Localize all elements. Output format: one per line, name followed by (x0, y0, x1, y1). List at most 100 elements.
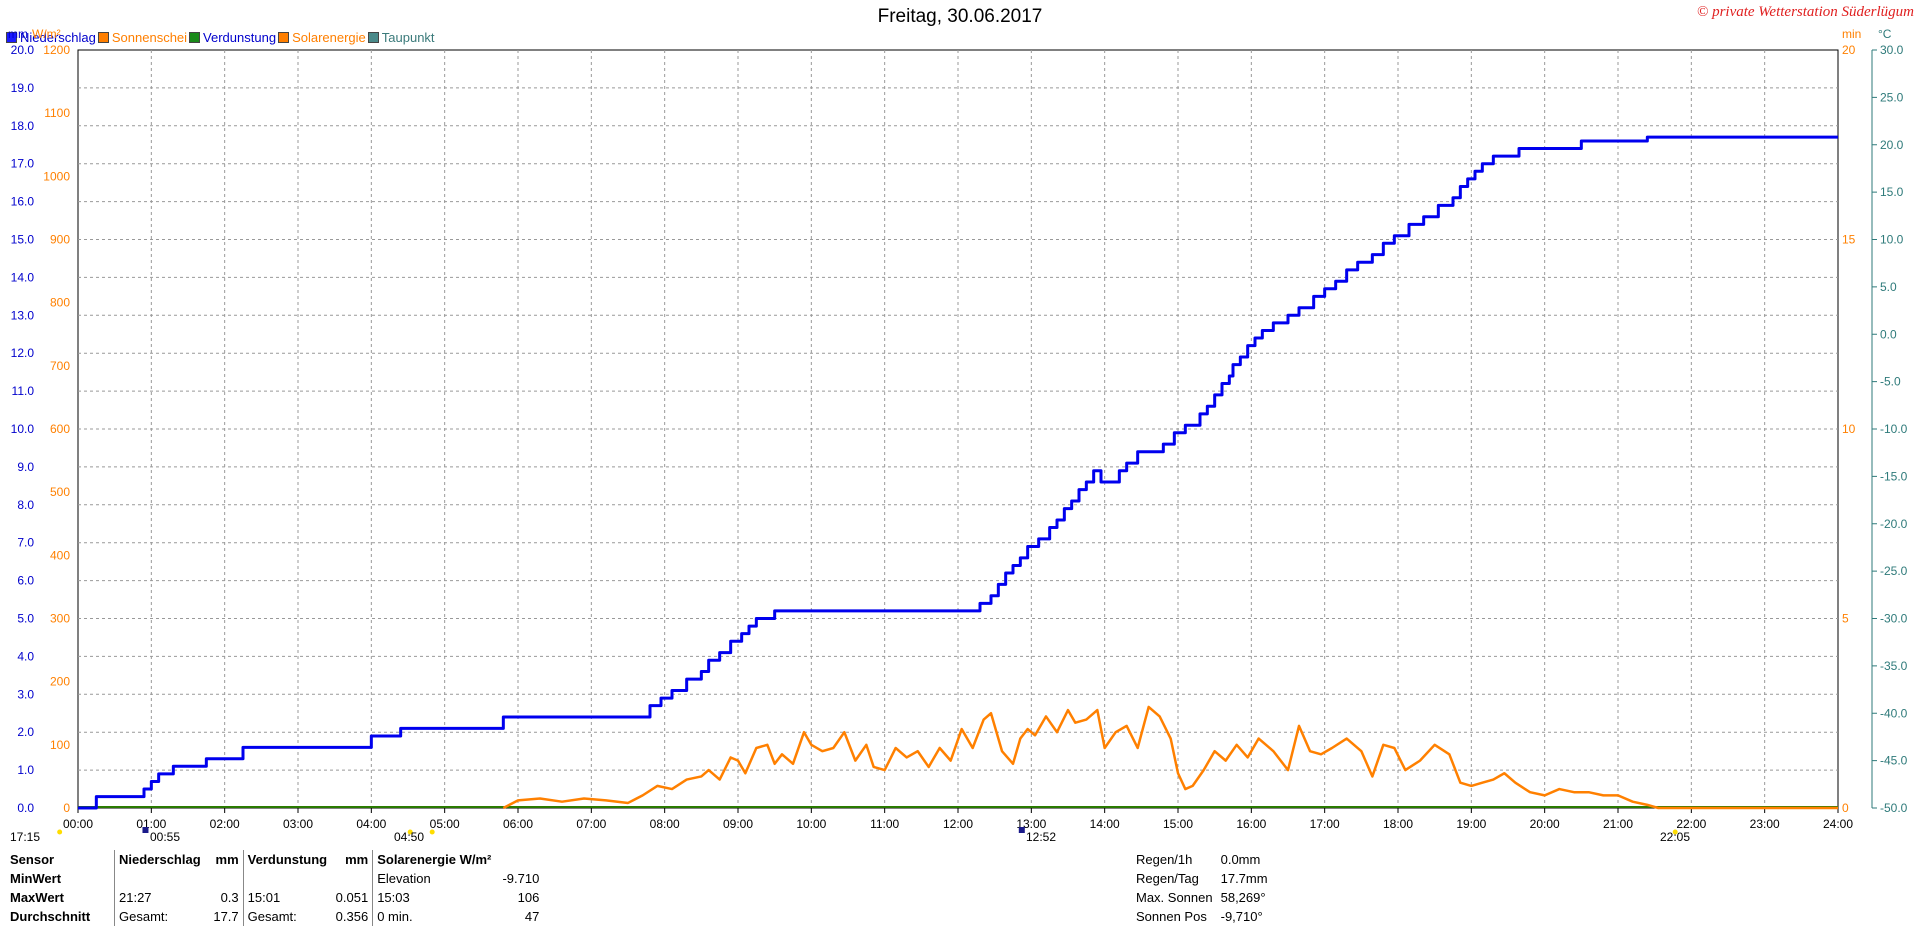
stats-cell: Durchschnitt (10, 909, 91, 924)
unit-label-min: min (1842, 27, 1861, 41)
stats-cell: 0.051 (335, 890, 369, 905)
stats-cell: 47 (524, 909, 540, 924)
legend-label-verdunstung: Verdunstung (203, 30, 277, 45)
y-tick-label-mm: 9.0 (17, 460, 34, 474)
y-tick-label-wm2: 0 (63, 801, 70, 815)
x-tick-label: 03:00 (283, 817, 313, 831)
chart-title: Freitag, 30.06.2017 (877, 6, 1043, 27)
stats-cell (242, 869, 332, 888)
y-tick-label-min: 5 (1842, 612, 1849, 626)
legend-item-sonnenschein[interactable]: Sonnenschei (97, 30, 187, 45)
x-tick-label: 06:00 (503, 817, 533, 831)
y-tick-label-wm2: 900 (50, 233, 70, 247)
stats-cell: 17.7 (213, 909, 239, 924)
stats-header-solar-val (495, 850, 543, 869)
legend-label-solarenergie: Solarenergie (292, 30, 366, 45)
x-tick-label: 15:00 (1163, 817, 1193, 831)
y-tick-label-min: 10 (1842, 422, 1856, 436)
unit-label-degc: °C (1878, 27, 1892, 41)
legend-item-solarenergie[interactable]: Solarenergie (278, 30, 366, 45)
y-tick-label-wm2: 200 (50, 675, 70, 689)
legend-swatch-taupunkt (367, 32, 379, 43)
legend-item-taupunkt[interactable]: Taupunkt (367, 30, 435, 45)
y-tick-label-degc: 15.0 (1880, 185, 1904, 199)
y-tick-label-mm: 1.0 (17, 763, 34, 777)
stats-cell: MaxWert (10, 890, 64, 905)
legend-swatch-solarenergie (278, 32, 290, 43)
x-tick-label: 12:00 (943, 817, 973, 831)
y-tick-label-wm2: 600 (50, 422, 70, 436)
stats-header-mm1: mm (215, 852, 239, 867)
marker-noon: 12:52 (1026, 830, 1057, 844)
y-tick-label-wm2: 400 (50, 548, 70, 562)
stats-cell: 15:03 (372, 888, 496, 907)
x-tick-label: 17:00 (1310, 817, 1340, 831)
stats-cell: Gesamt: (242, 907, 332, 926)
stats-cell (205, 869, 244, 888)
y-tick-label-degc: -40.0 (1880, 706, 1908, 720)
sun-marker (407, 829, 413, 835)
y-tick-label-degc: -30.0 (1880, 612, 1908, 626)
stats-header-verdunstung: Verdunstung (242, 850, 332, 869)
x-tick-label: 11:00 (870, 817, 899, 831)
y-tick-label-degc: -15.0 (1880, 469, 1908, 483)
rstat-label: Regen/1h (1136, 852, 1193, 867)
y-tick-label-mm: 8.0 (17, 498, 34, 512)
sun-marker-noon (429, 829, 435, 835)
series-line-solarenergie (502, 705, 1838, 810)
stats-header-sensor: Sensor (10, 852, 55, 867)
y-tick-label-mm: 0.0 (17, 801, 34, 815)
sunrise-marker (142, 827, 149, 833)
x-tick-label: 02:00 (210, 817, 240, 831)
stats-row-max: MaxWert 21:27 0.3 15:01 0.051 15:03 106 (6, 888, 543, 907)
x-tick-label: 18:00 (1383, 817, 1413, 831)
legend: Niederschlag Sonnenschei Verdunstung Sol… (6, 30, 437, 45)
y-tick-label-degc: 0.0 (1880, 327, 1897, 341)
rstat-value: 58,269° (1220, 890, 1266, 905)
y-tick-label-degc: 25.0 (1880, 90, 1904, 104)
x-tick-label: 19:00 (1456, 817, 1486, 831)
x-tick-label: 00:00 (63, 817, 93, 831)
x-tick-label: 22:00 (1676, 817, 1706, 831)
x-tick-label: 04:00 (356, 817, 386, 831)
noon-marker (1018, 827, 1025, 833)
x-tick-label: 08:00 (650, 817, 680, 831)
y-tick-label-mm: 5.0 (17, 612, 34, 626)
y-tick-label-wm2: 100 (50, 738, 70, 752)
stats-header-mm2: mm (345, 852, 369, 867)
y-tick-label-degc: 10.0 (1880, 233, 1904, 247)
stats-header-solar: Solarenergie W/m² (372, 850, 496, 869)
rstat-label: Regen/Tag (1136, 871, 1199, 886)
stats-cell: 21:27 (113, 888, 205, 907)
y-tick-label-mm: 16.0 (11, 195, 35, 209)
y-tick-label-degc: 30.0 (1880, 43, 1904, 57)
unit-label-wm2: W/m² (32, 27, 61, 41)
y-tick-label-degc: -35.0 (1880, 659, 1908, 673)
y-tick-label-wm2: 800 (50, 296, 70, 310)
marker-sunrise: 00:55 (150, 830, 181, 844)
x-tick-label: 14:00 (1090, 817, 1120, 831)
legend-item-verdunstung[interactable]: Verdunstung (189, 30, 276, 45)
y-tick-label-wm2: 300 (50, 612, 70, 626)
y-tick-label-mm: 6.0 (17, 574, 34, 588)
marker-sunrise-left: 17:15 (10, 830, 41, 844)
y-tick-label-wm2: 500 (50, 485, 70, 499)
rstat-value: -9,710° (1220, 909, 1263, 924)
stats-cell: Gesamt: (113, 907, 205, 926)
y-tick-label-mm: 17.0 (11, 157, 35, 171)
stats-row-avg: Durchschnitt Gesamt: 17.7 Gesamt: 0.356 … (6, 907, 543, 926)
x-tick-label: 05:00 (430, 817, 460, 831)
marker-sun-min: 04:50 (394, 830, 425, 844)
y-tick-label-degc: -25.0 (1880, 564, 1908, 578)
x-tick-label: 23:00 (1750, 817, 1780, 831)
sun-marker (57, 829, 63, 835)
stats-cell: 0.3 (220, 890, 239, 905)
y-tick-label-mm: 20.0 (11, 43, 35, 57)
y-tick-label-degc: -45.0 (1880, 754, 1908, 768)
y-tick-label-mm: 2.0 (17, 725, 34, 739)
x-tick-label: 07:00 (576, 817, 606, 831)
legend-item-niederschlag[interactable]: Niederschlag (6, 30, 96, 45)
legend-label-taupunkt: Taupunkt (381, 30, 435, 45)
y-tick-label-wm2: 700 (50, 359, 70, 373)
